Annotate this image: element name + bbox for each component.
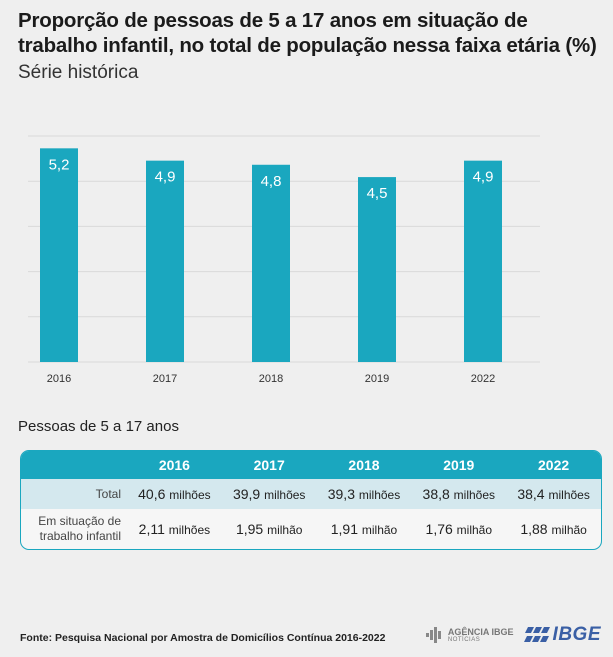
bar-chart: 5,2 2016 4,9 2017 4,8 2018 4,5 2019 4,9 2022 <box>28 135 540 385</box>
table-cell: 38,4 milhões <box>506 479 601 509</box>
ibge-logo: IBGE <box>523 624 601 646</box>
bar-value-label: 4,5 <box>367 185 388 202</box>
bar-2016 <box>40 148 78 362</box>
header-year: 2019 <box>411 451 507 479</box>
bar-2017 <box>146 160 184 362</box>
table-cell: 2,11 milhões <box>138 521 211 537</box>
bar-value-label: 4,9 <box>473 169 494 186</box>
row-label: Em situação de trabalho infantil <box>38 514 121 543</box>
x-tick-label: 2016 <box>47 373 71 385</box>
table-row-total: Total 40,6 milhões 39,9 milhões 39,3 mil… <box>21 479 601 509</box>
header-year: 2018 <box>316 451 412 479</box>
agencia-icon <box>425 627 441 643</box>
bar-value-label: 4,8 <box>261 173 282 190</box>
bar-value-label: 4,9 <box>155 169 176 186</box>
table-cell: 39,3 milhões <box>316 479 412 509</box>
data-table: 2016 2017 2018 2019 2022 Total 40,6 milh… <box>20 450 602 550</box>
chart-title: Proporção de pessoas de 5 a 17 anos em s… <box>18 9 597 57</box>
bar-2022 <box>464 160 502 362</box>
x-tick-label: 2017 <box>153 373 177 385</box>
table-cell: 38,8 milhões <box>411 479 507 509</box>
header-year: 2017 <box>221 451 317 479</box>
row-label: Total <box>21 479 127 509</box>
table-cell: 1,88 milhão <box>520 521 587 537</box>
table-cell: 39,9 milhões <box>221 479 317 509</box>
population-table: 2016 2017 2018 2019 2022 Total 40,6 milh… <box>21 451 601 549</box>
bar-value-label: 5,2 <box>49 156 70 173</box>
footer-logos: AGÊNCIA IBGE NOTÍCIAS IBGE <box>425 622 601 648</box>
agencia-ibge-logo: AGÊNCIA IBGE NOTÍCIAS <box>425 626 514 644</box>
agencia-line2: NOTÍCIAS <box>447 636 481 643</box>
table-header-row: 2016 2017 2018 2019 2022 <box>21 451 601 479</box>
table-title: Pessoas de 5 a 17 anos <box>18 418 179 435</box>
table-cell: 1,76 milhão <box>425 521 493 537</box>
x-tick-label: 2018 <box>259 373 283 385</box>
table-cell: 1,95 milhão <box>235 521 303 537</box>
table-row-child-labor: Em situação de trabalho infantil 2,11 mil… <box>21 509 601 549</box>
ibge-mark-icon <box>523 627 550 642</box>
header-empty-cell <box>21 451 127 479</box>
table-cell: 40,6 milhões <box>127 479 222 509</box>
bar-2018 <box>252 164 290 362</box>
chart-subtitle: Série histórica <box>18 62 139 83</box>
source-note: Fonte: Pesquisa Nacional por Amostra de … <box>20 632 386 644</box>
x-tick-label: 2019 <box>365 373 389 385</box>
agencia-line1: AGÊNCIA IBGE <box>447 626 514 637</box>
header-year: 2016 <box>127 451 222 479</box>
header-year: 2022 <box>506 451 601 479</box>
bar-2019 <box>358 177 396 362</box>
ibge-logo-text: IBGE <box>552 624 601 645</box>
x-tick-label: 2022 <box>471 373 495 385</box>
table-cell: 1,91 milhão <box>330 521 398 537</box>
